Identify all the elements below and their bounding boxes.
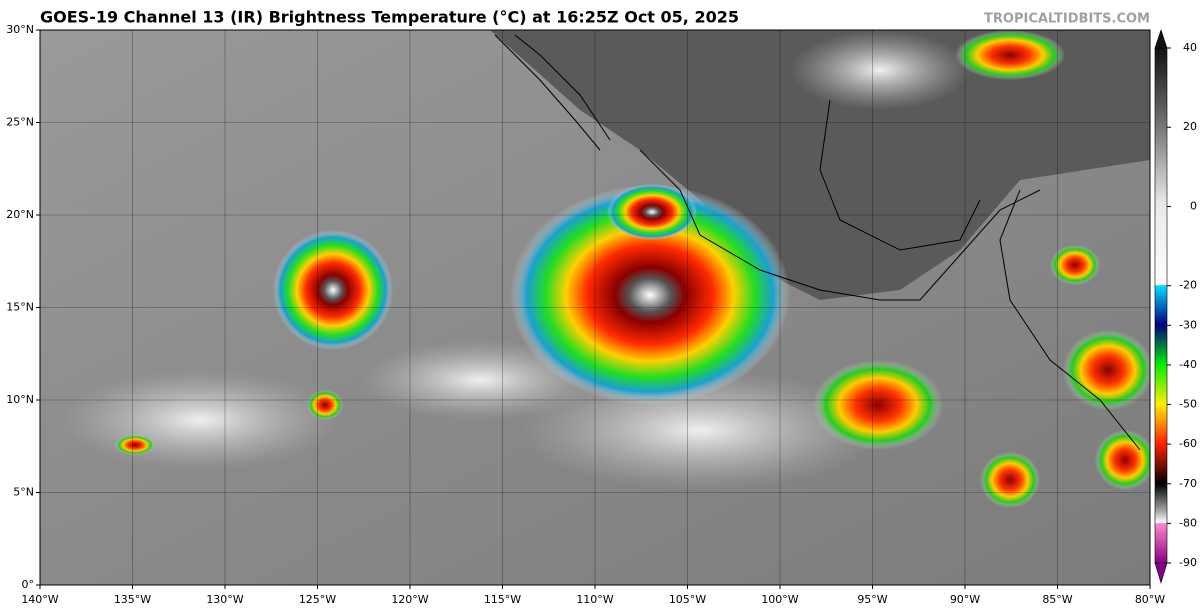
title: GOES-19 Channel 13 (IR) Brightness Tempe… (40, 8, 739, 27)
lat-label: 10°N (6, 393, 34, 406)
colorbar (1154, 47, 1168, 564)
colorbar-tick-label: -20 (1179, 279, 1197, 292)
lon-label: 140°W (21, 593, 58, 606)
colorbar-tick-label: -30 (1179, 318, 1197, 331)
colorbar-tick-label: 20 (1183, 120, 1197, 133)
colorbar-tick-label: -70 (1179, 477, 1197, 490)
graticule (40, 30, 1150, 585)
lon-label: 85°W (1042, 593, 1072, 606)
colorbar-tick-label: 0 (1190, 199, 1197, 212)
lat-label: 0° (22, 578, 35, 591)
colorbar-tick-label: 40 (1183, 41, 1197, 54)
lat-label: 30°N (6, 23, 34, 36)
lon-label: 95°W (857, 593, 887, 606)
lon-label: 130°W (206, 593, 243, 606)
lon-label: 90°W (950, 593, 980, 606)
lat-label: 15°N (6, 301, 34, 314)
lon-label: 80°W (1135, 593, 1165, 606)
imagery (40, 30, 1150, 585)
colorbar-tick-label: -40 (1179, 358, 1197, 371)
colorbar-tick-label: -50 (1179, 398, 1197, 411)
lon-label: 120°W (391, 593, 428, 606)
credit: TROPICALTIDBITS.COM (984, 12, 1150, 27)
colorbar-tick-label: -60 (1179, 437, 1197, 450)
lon-label: 100°W (761, 593, 798, 606)
lon-label: 110°W (576, 593, 613, 606)
lat-label: 5°N (13, 486, 34, 499)
colorbar-extend-top (1154, 29, 1168, 49)
lon-label: 135°W (114, 593, 151, 606)
colorbar-tick-label: -80 (1179, 516, 1197, 529)
lon-label: 105°W (669, 593, 706, 606)
lon-label: 125°W (299, 593, 336, 606)
colorbar-tick-label: -90 (1179, 556, 1197, 569)
lon-label: 115°W (484, 593, 521, 606)
lat-label: 25°N (6, 116, 34, 129)
lat-label: 20°N (6, 208, 34, 221)
colorbar-extend-bottom (1154, 562, 1168, 585)
